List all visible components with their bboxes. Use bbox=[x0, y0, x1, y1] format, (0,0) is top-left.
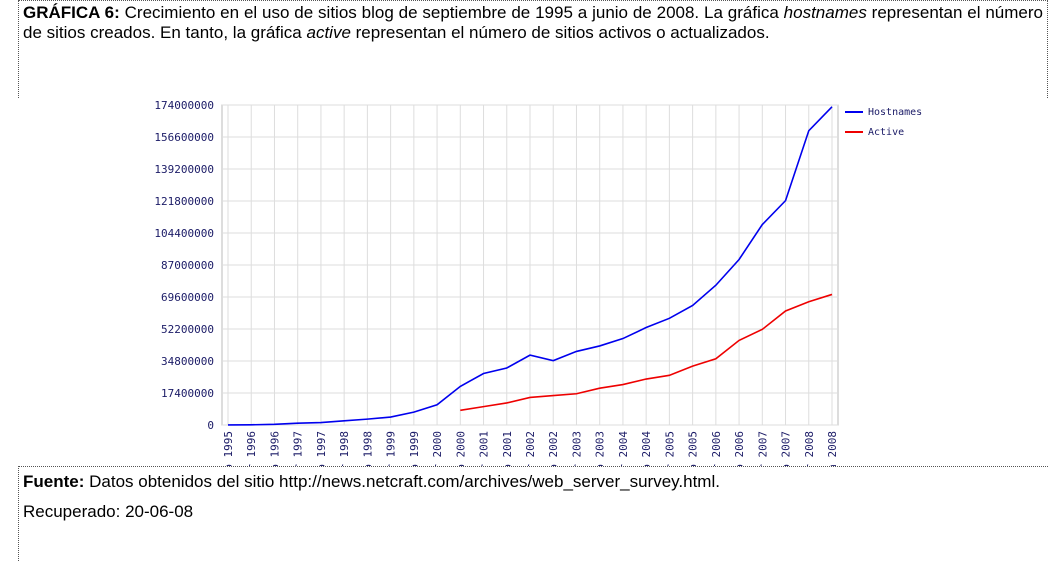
y-tick-label: 174000000 bbox=[154, 99, 214, 112]
footer-retrieved: Recuperado: 20-06-08 bbox=[23, 502, 194, 521]
x-tick-label: Mar 2001 bbox=[478, 431, 491, 466]
caption-em: active bbox=[306, 23, 351, 42]
x-tick-label: Mar 1997 bbox=[292, 431, 305, 466]
y-tick-label: 0 bbox=[207, 419, 214, 432]
x-tick-label: Mar 2002 bbox=[524, 431, 537, 466]
x-tick-label: Mar 2005 bbox=[663, 431, 676, 466]
y-tick-label: 34800000 bbox=[161, 355, 214, 368]
line bbox=[227, 106, 833, 426]
footer-text: Datos obtenidos del sitio http://news.ne… bbox=[84, 472, 720, 491]
caption: GRÁFICA 6: Crecimiento en el uso de siti… bbox=[18, 0, 1048, 98]
y-tick-label: 17400000 bbox=[161, 387, 214, 400]
x-tick-label: Sep 2004 bbox=[640, 431, 653, 466]
x-tick-label: Mar 2003 bbox=[570, 431, 583, 466]
footer-label: Fuente: bbox=[23, 472, 85, 491]
y-tick-label: 52200000 bbox=[161, 323, 214, 336]
x-tick-label: Mar 2000 bbox=[431, 431, 444, 466]
caption-em: hostnames bbox=[783, 3, 867, 22]
caption-label: GRÁFICA 6: bbox=[23, 3, 120, 22]
x-tick-label: Sep 2007 bbox=[780, 431, 793, 466]
y-tick-label: 69600000 bbox=[161, 291, 214, 304]
x-tick-label: Mar 2008 bbox=[803, 431, 816, 466]
footer: Fuente: Datos obtenidos del sitio http:/… bbox=[18, 466, 1048, 561]
x-tick-label: Sep 2000 bbox=[454, 431, 467, 466]
x-tick-label: Sep 1996 bbox=[268, 431, 281, 466]
x-tick-label: Sep 1995 bbox=[222, 431, 235, 466]
line bbox=[460, 293, 833, 412]
caption-text: Crecimiento en el uso de sitios blog de … bbox=[119, 3, 784, 22]
y-tick-label: 87000000 bbox=[161, 259, 214, 272]
x-tick-label: Jun 2008 bbox=[826, 431, 839, 466]
y-tick-label: 139200000 bbox=[154, 163, 214, 176]
x-tick-label: Mar 2007 bbox=[756, 431, 769, 466]
caption-text: representan el número de sitios activos … bbox=[350, 23, 770, 42]
x-tick-label: Mar 1996 bbox=[245, 431, 258, 466]
x-tick-label: Sep 1998 bbox=[361, 431, 374, 466]
caption-text: representan el número de sitios creados.… bbox=[23, 3, 1043, 42]
x-tick-label: Mar 2004 bbox=[617, 431, 630, 466]
legend-label: Active bbox=[868, 127, 904, 138]
y-tick-label: 121800000 bbox=[154, 195, 214, 208]
x-tick-label: Sep 2006 bbox=[733, 431, 746, 466]
x-tick-label: Sep 1997 bbox=[315, 431, 328, 466]
x-tick-label: Mar 1999 bbox=[385, 431, 398, 466]
legend-label: Hostnames bbox=[868, 107, 922, 118]
x-tick-label: Mar 2006 bbox=[710, 431, 723, 466]
y-tick-label: 156600000 bbox=[154, 131, 214, 144]
x-tick-label: Sep 1999 bbox=[408, 431, 421, 466]
y-tick-label: 104400000 bbox=[154, 227, 214, 240]
x-tick-label: Sep 2003 bbox=[594, 431, 607, 466]
x-tick-label: Mar 1998 bbox=[338, 431, 351, 466]
x-tick-label: Sep 2001 bbox=[501, 431, 514, 466]
x-tick-label: Sep 2005 bbox=[687, 431, 700, 466]
chart: 0 17400000 34800000 52200000 69600000 8700000… bbox=[154, 99, 922, 466]
x-tick-label: Sep 2002 bbox=[547, 431, 560, 466]
